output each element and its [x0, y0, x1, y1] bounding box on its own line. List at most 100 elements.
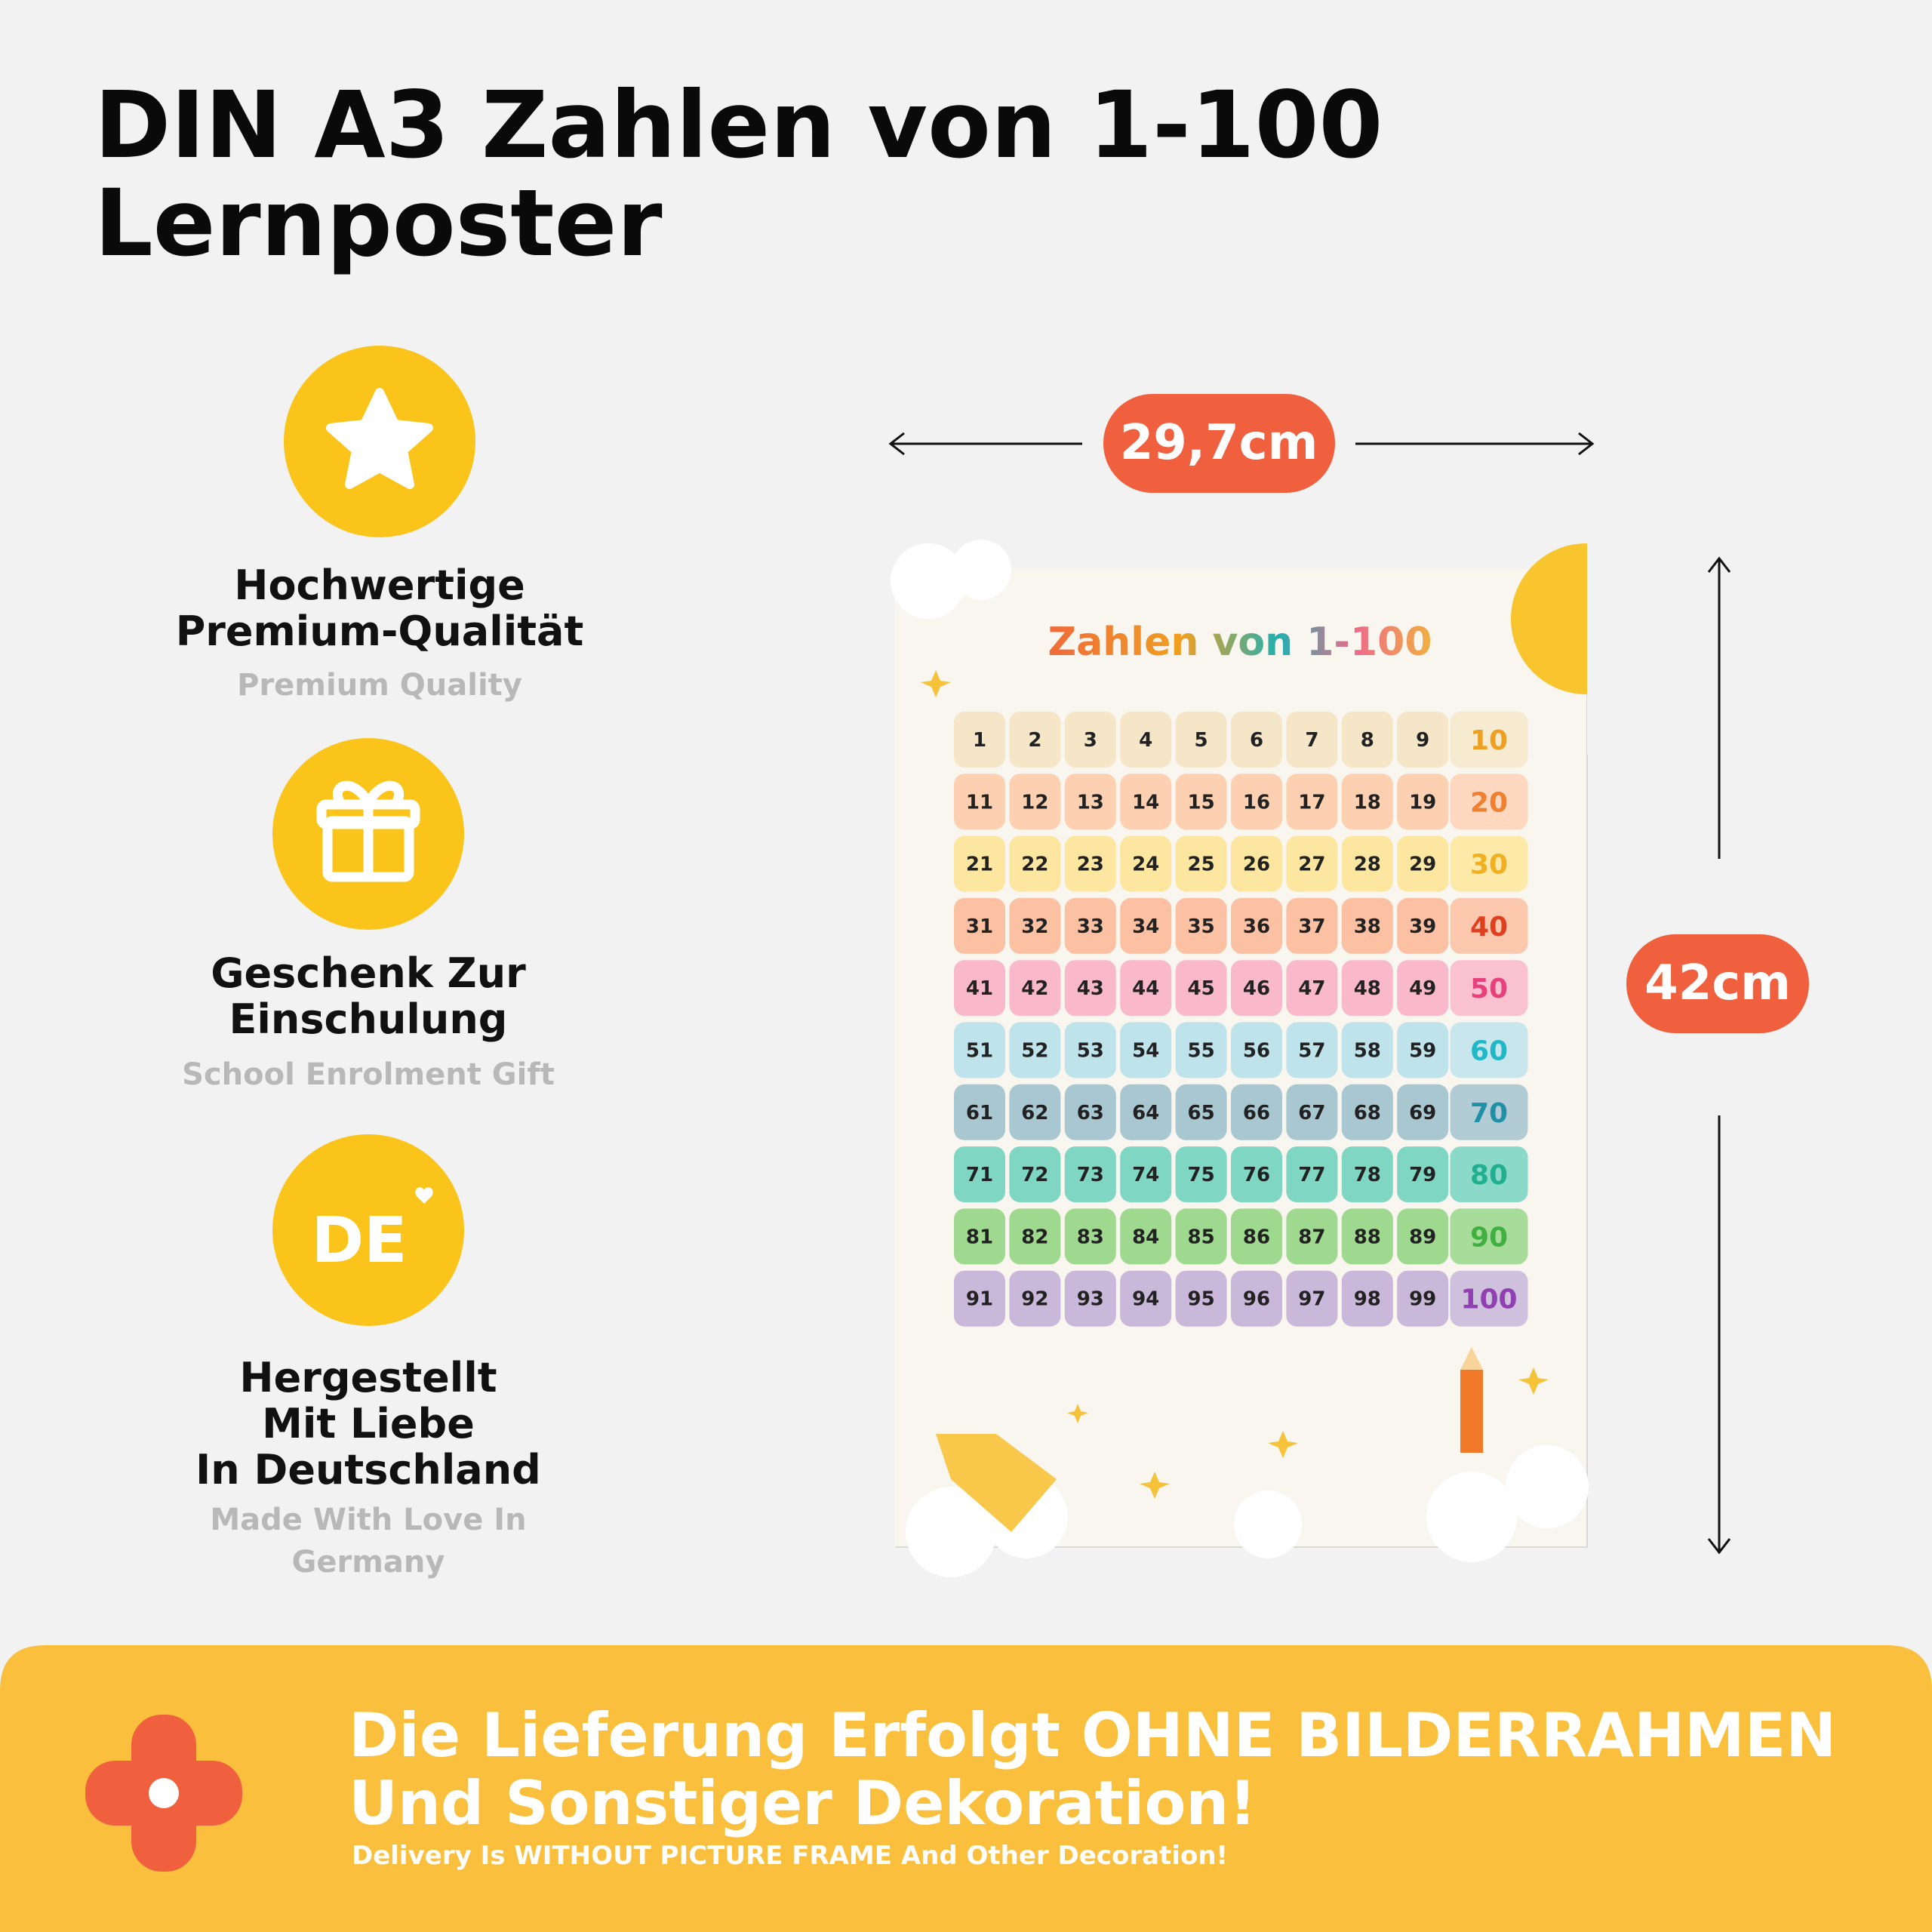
grid-number: 93 — [1077, 1288, 1104, 1311]
grid-number: 22 — [1021, 854, 1048, 876]
grid-cell — [1231, 960, 1282, 1017]
grid-number: 56 — [1243, 1040, 1270, 1063]
grid-number: 39 — [1409, 915, 1436, 938]
grid-cell — [1064, 960, 1116, 1017]
grid-cell — [1120, 1084, 1172, 1140]
grid-cell — [1341, 960, 1393, 1017]
grid-number: 30 — [1470, 850, 1508, 881]
grid-cell — [1450, 1208, 1528, 1265]
grid-number: 33 — [1077, 915, 1104, 938]
grid-number: 60 — [1470, 1036, 1508, 1067]
poster-edge — [1587, 528, 1663, 755]
grid-cell — [1175, 1146, 1227, 1203]
grid-number: 83 — [1077, 1226, 1104, 1248]
grid-number: 84 — [1132, 1226, 1159, 1248]
grid-cell — [1064, 1084, 1116, 1140]
rocket-tip — [1460, 1347, 1483, 1370]
grid-number: 80 — [1470, 1160, 1508, 1191]
grid-number: 100 — [1460, 1284, 1517, 1315]
grid-number: 77 — [1298, 1164, 1325, 1186]
grid-number: 16 — [1243, 791, 1270, 814]
grid-number: 97 — [1298, 1288, 1325, 1311]
poster-title: Zahlen von 1-100 — [1048, 620, 1432, 665]
grid-cell — [1341, 1084, 1393, 1140]
grid-number: 17 — [1298, 791, 1325, 814]
grid-number: 29 — [1409, 854, 1436, 876]
grid-cell — [1120, 835, 1172, 892]
grid-number: 42 — [1021, 977, 1048, 1000]
grid-number: 8 — [1361, 729, 1374, 752]
grid-cell — [1009, 960, 1061, 1017]
feature-subtitle: Premium Quality — [237, 668, 522, 703]
grid-number: 14 — [1132, 791, 1159, 814]
grid-number: 75 — [1188, 1164, 1215, 1186]
title: DIN A3 Zahlen von 1-100 — [94, 72, 1383, 179]
grid-number: 59 — [1409, 1040, 1436, 1063]
grid-cell — [1341, 1022, 1393, 1078]
grid-number: 86 — [1243, 1226, 1270, 1248]
grid-number: 45 — [1188, 977, 1215, 1000]
footer-band — [0, 1645, 1932, 1932]
grid-number: 52 — [1021, 1040, 1048, 1063]
feature-title: Premium-Qualität — [176, 608, 584, 655]
grid-number: 5 — [1195, 729, 1208, 752]
grid-number: 51 — [966, 1040, 993, 1063]
grid-cell — [1231, 1084, 1282, 1140]
grid-number: 37 — [1298, 915, 1325, 938]
grid-cell — [1120, 1208, 1172, 1265]
grid-cell — [1175, 835, 1227, 892]
grid-number: 58 — [1354, 1040, 1381, 1063]
height-pill — [1626, 934, 1809, 1033]
grid-cell — [1450, 960, 1528, 1017]
width-label: 29,7cm — [1120, 415, 1318, 471]
feature-title: Geschenk Zur — [211, 949, 526, 997]
grid-number: 91 — [966, 1288, 993, 1311]
grid-number: 27 — [1298, 854, 1325, 876]
grid-cell — [1450, 835, 1528, 892]
feature-title: In Deutschland — [195, 1446, 541, 1494]
grid-cell — [1286, 1208, 1338, 1265]
grid-cell — [1286, 897, 1338, 954]
dimension-arrows — [888, 432, 1731, 1555]
grid-cell — [1009, 897, 1061, 954]
grid-number: 7 — [1305, 729, 1318, 752]
grid-number: 70 — [1470, 1098, 1508, 1129]
grid-cell — [1286, 1022, 1338, 1078]
grid-cell — [1397, 1022, 1449, 1078]
grid-cell — [1341, 1146, 1393, 1203]
grid-cell — [1450, 897, 1528, 954]
grid-cell — [1175, 774, 1227, 830]
footer-line: Die Lieferung Erfolgt OHNE BILDERRAHMEN — [349, 1700, 1836, 1770]
grid-cell — [1450, 712, 1528, 768]
grid-number: 72 — [1021, 1164, 1048, 1186]
grid-number: 96 — [1243, 1288, 1270, 1311]
grid-number: 94 — [1132, 1288, 1159, 1311]
grid-number: 11 — [966, 791, 993, 814]
grid-cell — [954, 835, 1005, 892]
grid-cell — [1231, 712, 1282, 768]
grid-number: 82 — [1021, 1226, 1048, 1248]
grid-number: 32 — [1021, 915, 1048, 938]
grid-cell — [1397, 897, 1449, 954]
gift-icon — [316, 780, 420, 882]
feature-title: Einschulung — [229, 995, 508, 1043]
grid-cell — [1175, 1022, 1227, 1078]
grid-cell — [1064, 774, 1116, 830]
grid-cell — [1286, 774, 1338, 830]
grid-cell — [954, 1022, 1005, 1078]
grid-cell — [1231, 897, 1282, 954]
grid-cell — [1450, 1146, 1528, 1203]
feature-subtitle: School Enrolment Gift — [182, 1057, 555, 1092]
grid-number: 53 — [1077, 1040, 1104, 1063]
grid-cell — [1450, 1084, 1528, 1140]
footer-line: Und Sonstiger Dekoration! — [349, 1768, 1257, 1838]
grid-number: 36 — [1243, 915, 1270, 938]
grid-number: 9 — [1416, 729, 1429, 752]
grid-cell — [1286, 960, 1338, 1017]
grid-cell — [1009, 712, 1061, 768]
grid-cell — [1397, 712, 1449, 768]
grid-number: 81 — [966, 1226, 993, 1248]
grid-cell — [1286, 1270, 1338, 1327]
